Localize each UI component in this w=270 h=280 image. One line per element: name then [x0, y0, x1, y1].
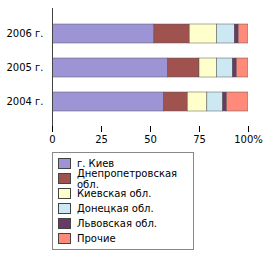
svg-text:2005 г.: 2005 г.	[6, 62, 43, 73]
svg-text:50: 50	[144, 134, 157, 145]
svg-text:2006 г.: 2006 г.	[6, 28, 43, 39]
svg-text:100%: 100%	[234, 134, 263, 145]
html-text:Днепропетровская обл.: Днепропетровская обл.	[77, 167, 178, 190]
svg-text:2004 г.: 2004 г.	[6, 96, 43, 107]
html-text:Киевская обл.: Киевская обл.	[77, 188, 152, 199]
html-text:Донецкая обл.: Донецкая обл.	[77, 203, 154, 214]
html-text:Прочие: Прочие	[77, 233, 116, 244]
svg-text:75: 75	[193, 134, 206, 145]
html-text:г. Киев: г. Киев	[77, 158, 115, 169]
svg-text:25: 25	[95, 134, 108, 145]
html-text:Львовская обл.: Львовская обл.	[77, 218, 157, 229]
svg-text:0: 0	[49, 134, 55, 145]
